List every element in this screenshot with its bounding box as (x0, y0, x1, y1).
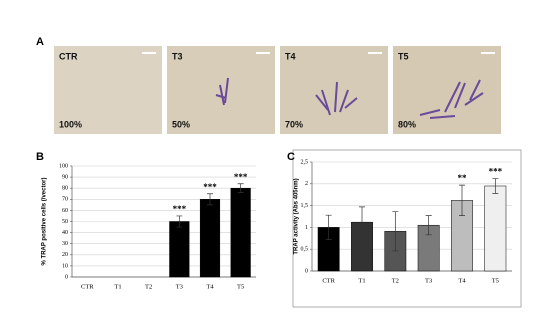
x-tick-label: T1 (114, 283, 121, 290)
x-tick-label: T4 (206, 283, 214, 290)
y-tick-label: 60 (62, 208, 68, 214)
x-tick-label: T1 (358, 277, 365, 284)
error-bar (425, 215, 432, 236)
significance-label: *** (203, 182, 217, 192)
error-bar (237, 183, 244, 193)
bar (169, 221, 190, 278)
x-tick-label: T2 (392, 277, 399, 284)
error-bar (392, 211, 399, 252)
bar (484, 185, 507, 272)
micrograph (54, 46, 162, 134)
significance-label: *** (234, 172, 248, 182)
image-percent: 100% (59, 119, 82, 129)
y-axis-label: TRAP activity (Abs 405nm) (294, 178, 300, 254)
chart-frame (292, 149, 522, 308)
x-tick-label: T5 (492, 277, 499, 284)
x-tick-label: CTR (81, 283, 94, 290)
bar (199, 199, 221, 278)
micrograph (393, 46, 501, 134)
error-bar (207, 193, 213, 206)
significance-label: *** (489, 167, 503, 177)
error-bar (492, 178, 499, 194)
error-bar (359, 206, 365, 238)
y-tick-label: 40 (62, 230, 68, 236)
image-label: CTR (59, 51, 78, 61)
image-percent: 80% (398, 119, 416, 129)
significance-label: ** (458, 173, 468, 183)
y-tick-label: 2 (305, 181, 308, 187)
y-tick-label: 1,5 (301, 203, 309, 209)
image-percent: 70% (285, 119, 303, 129)
panel-label: B (36, 151, 44, 163)
panel-label: C (287, 151, 295, 163)
panel-label: A (36, 36, 44, 48)
y-tick-label: 0 (65, 274, 68, 280)
y-tick-label: 70 (62, 197, 68, 203)
x-tick-label: T2 (145, 283, 152, 290)
image-label: T5 (398, 51, 409, 61)
y-tick-label: 20 (62, 252, 68, 258)
image-label: T4 (285, 51, 296, 61)
error-bar (325, 214, 332, 240)
y-tick-label: 1 (305, 225, 308, 231)
y-tick-label: 0,5 (301, 247, 309, 253)
y-tick-label: 50 (62, 219, 68, 225)
x-tick-label: T4 (458, 277, 466, 284)
y-tick-label: 80 (62, 186, 68, 192)
x-tick-label: T3 (425, 277, 432, 284)
x-tick-label: T3 (176, 283, 183, 290)
micrographs (54, 46, 501, 134)
y-tick-label: 10 (62, 263, 68, 269)
y-axis-label: % TRAP positive cells (/vector) (42, 178, 48, 266)
cells (215, 77, 484, 119)
x-tick-label: CTR (322, 277, 335, 284)
y-tick-label: 90 (62, 174, 68, 180)
error-bar (459, 184, 465, 216)
y-tick-label: 0 (305, 268, 308, 274)
y-tick-label: 2,5 (301, 159, 309, 165)
y-tick-label: 30 (62, 241, 68, 247)
x-tick-label: T5 (237, 283, 244, 290)
image-percent: 50% (172, 119, 190, 129)
error-bar (176, 215, 183, 228)
image-label: T3 (172, 51, 183, 61)
significance-label: *** (173, 204, 187, 214)
bar (230, 187, 251, 278)
micrograph (280, 46, 388, 134)
y-tick-label: 100 (59, 163, 68, 169)
